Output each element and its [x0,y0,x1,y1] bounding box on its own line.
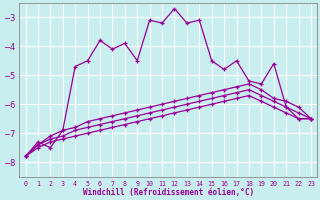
X-axis label: Windchill (Refroidissement éolien,°C): Windchill (Refroidissement éolien,°C) [83,188,254,197]
